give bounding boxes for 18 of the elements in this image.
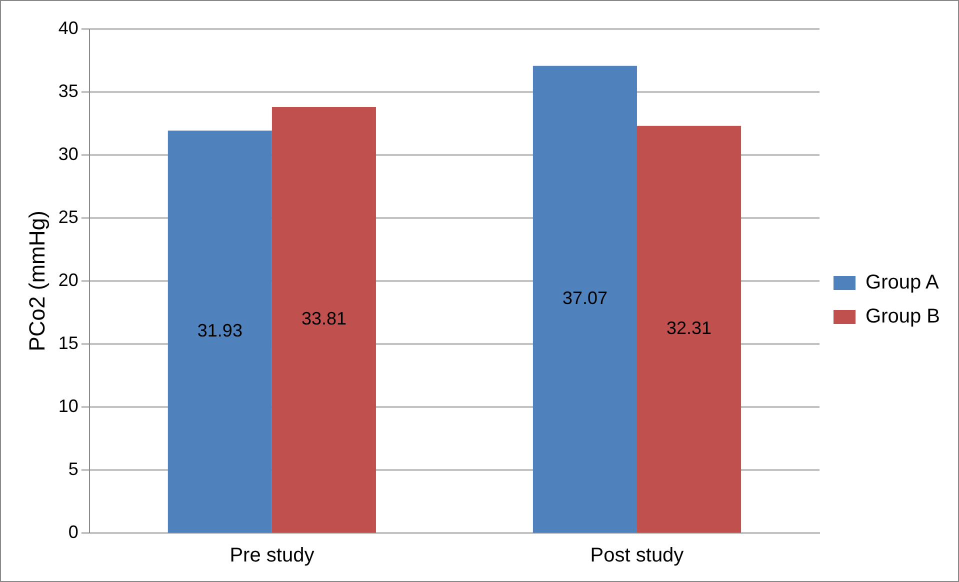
y-tick-label: 25 xyxy=(58,206,78,227)
y-tick-label: 5 xyxy=(68,458,78,479)
y-tick-label: 20 xyxy=(58,270,78,290)
y-tick-label: 35 xyxy=(58,80,78,101)
y-tick-label: 30 xyxy=(58,144,78,164)
data-label: 32.31 xyxy=(666,318,712,338)
y-tick-label: 40 xyxy=(58,18,78,38)
data-label: 37.07 xyxy=(562,288,608,308)
y-tick-label: 15 xyxy=(58,332,78,353)
x-tick-label: Pre study xyxy=(230,544,314,567)
x-tick-label: Post study xyxy=(590,544,684,567)
legend-label: Group A xyxy=(866,272,940,294)
y-tick-label: 10 xyxy=(58,396,78,416)
data-label: 31.93 xyxy=(197,320,242,341)
y-tick-label: 0 xyxy=(68,522,78,542)
legend-label: Group B xyxy=(866,306,940,328)
data-label: 33.81 xyxy=(301,308,346,329)
y-axis-title: PCo2 (mmHg) xyxy=(24,210,50,352)
